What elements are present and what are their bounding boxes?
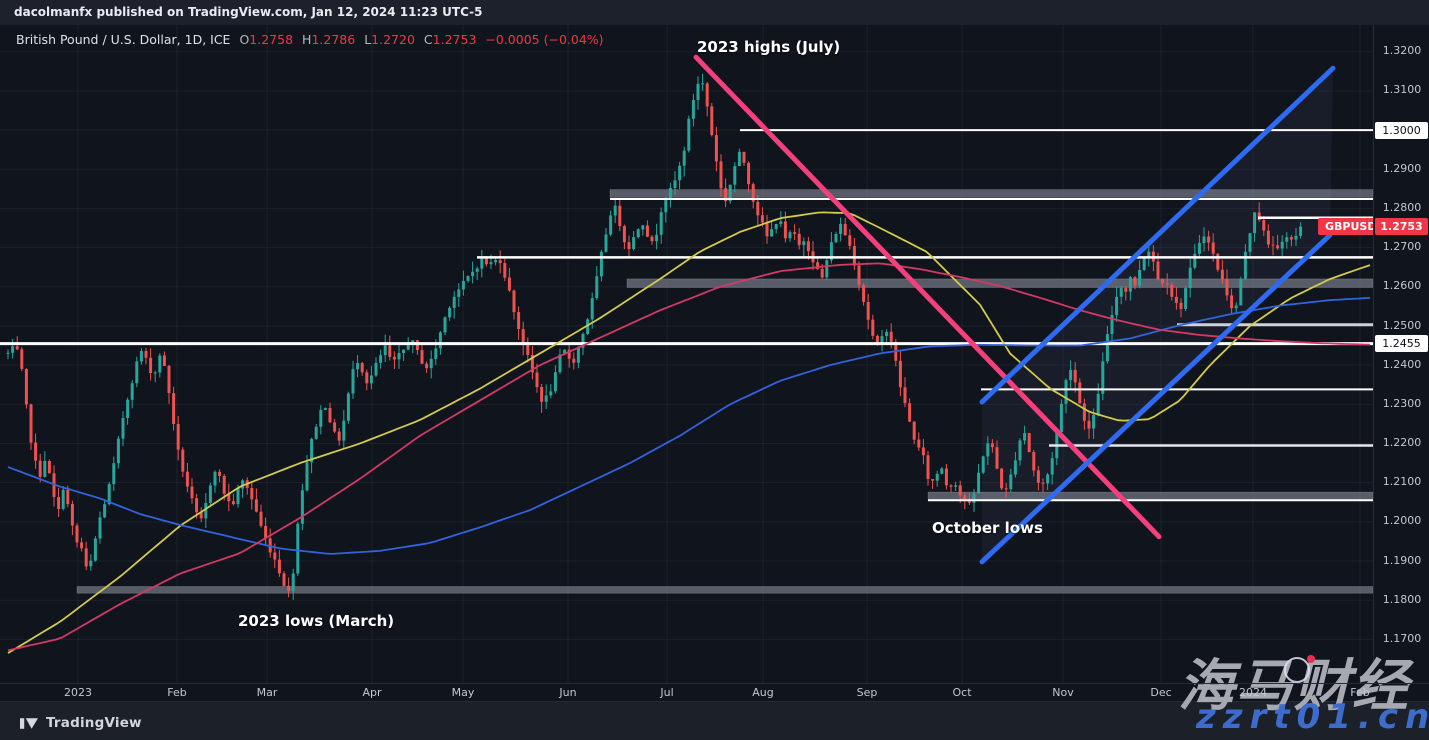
last-price-label[interactable]: 1.2753	[1375, 218, 1428, 236]
watermark-url: zzrt01.cn	[1196, 697, 1429, 737]
time-tick-May[interactable]: May	[451, 686, 475, 699]
price-level-label-1.2455[interactable]: 1.2455	[1375, 335, 1428, 353]
price-tick-1.1900[interactable]: 1.1900	[1382, 553, 1422, 567]
ohlc-value: 1.2786	[311, 32, 356, 47]
bottom-bar: TradingView	[0, 701, 1429, 740]
price-axis[interactable]: 1.3200 1.3100 1.2900 1.2800 1.2700 1.2600 1.25…	[1373, 25, 1429, 683]
chart-canvas[interactable]	[0, 25, 1373, 683]
time-tick-Feb[interactable]: Feb	[1350, 686, 1370, 699]
time-tick-Apr[interactable]: Apr	[362, 686, 382, 699]
chart-pane[interactable]: British Pound / U.S. Dollar, 1D, ICE O1.2…	[0, 25, 1384, 683]
ohlc-key: H	[302, 32, 312, 47]
ohlc-values: O1.2758 H1.2786 L1.2720 C1.2753	[230, 32, 476, 47]
time-tick-2024[interactable]: 2024	[1239, 686, 1267, 699]
publish-info-bar: dacolmanfx published on TradingView.com,…	[0, 0, 1429, 25]
ohlc-key: C	[423, 32, 433, 47]
annotation-0[interactable]: 2023 highs (July)	[697, 38, 841, 56]
time-tick-Dec[interactable]: Dec	[1150, 686, 1172, 699]
annotation-2[interactable]: 2023 lows (March)	[238, 612, 395, 630]
price-tick-1.1800[interactable]: 1.1800	[1382, 592, 1422, 606]
symbol-title[interactable]: British Pound / U.S. Dollar, 1D, ICE	[16, 32, 231, 47]
symbol-header[interactable]: British Pound / U.S. Dollar, 1D, ICE O1.2…	[16, 32, 604, 47]
time-tick-2023[interactable]: 2023	[64, 686, 92, 699]
price-tick-1.2400[interactable]: 1.2400	[1382, 357, 1422, 371]
change-value: −0.0005 (−0.04%)	[485, 32, 604, 47]
ohlc-value: 1.2753	[432, 32, 477, 47]
price-tick-1.2700[interactable]: 1.2700	[1382, 240, 1422, 254]
price-tick-1.2300[interactable]: 1.2300	[1382, 396, 1422, 410]
price-tick-1.3100[interactable]: 1.3100	[1382, 83, 1422, 97]
tradingview-logo-icon	[20, 717, 38, 729]
ohlc-key: O	[239, 32, 250, 47]
tradingview-logo[interactable]: TradingView	[20, 715, 142, 731]
watermark-red-dot	[1307, 655, 1315, 663]
price-tick-1.2100[interactable]: 1.2100	[1382, 475, 1422, 489]
price-tick-1.2500[interactable]: 1.2500	[1382, 318, 1422, 332]
time-tick-Mar[interactable]: Mar	[256, 686, 278, 699]
price-tick-1.2000[interactable]: 1.2000	[1382, 514, 1422, 528]
price-level-label-1.3000[interactable]: 1.3000	[1375, 121, 1428, 139]
ohlc-key: L	[364, 32, 372, 47]
watermark-logo-icon	[1284, 655, 1315, 683]
time-axis[interactable]: 2023 Feb Mar Apr May Jun Jul Aug Sep Oct Nov Dec 202…	[0, 683, 1429, 702]
price-tick-1.2900[interactable]: 1.2900	[1382, 161, 1422, 175]
publish-info-text: dacolmanfx published on TradingView.com,…	[14, 5, 483, 19]
price-tick-1.2200[interactable]: 1.2200	[1382, 436, 1422, 449]
time-tick-Oct[interactable]: Oct	[952, 686, 972, 699]
tradingview-logo-text: TradingView	[46, 715, 142, 731]
time-tick-Nov[interactable]: Nov	[1052, 686, 1074, 699]
time-tick-Jun[interactable]: Jun	[559, 686, 577, 699]
annotation-1[interactable]: October lows	[932, 519, 1043, 537]
price-tick-1.3200[interactable]: 1.3200	[1382, 44, 1422, 58]
time-tick-Feb[interactable]: Feb	[167, 686, 187, 699]
last-price-symbol-tag[interactable]: GBPUSD	[1318, 218, 1384, 236]
time-tick-Aug[interactable]: Aug	[752, 686, 774, 699]
ohlc-value: 1.2720	[371, 32, 415, 47]
price-tick-1.2800[interactable]: 1.2800	[1382, 200, 1422, 214]
time-tick-Jul[interactable]: Jul	[660, 686, 674, 699]
ohlc-value: 1.2758	[249, 32, 294, 47]
price-tick-1.2600[interactable]: 1.2600	[1382, 279, 1422, 293]
price-tick-1.1700[interactable]: 1.1700	[1382, 631, 1422, 645]
time-tick-Sep[interactable]: Sep	[856, 686, 878, 699]
